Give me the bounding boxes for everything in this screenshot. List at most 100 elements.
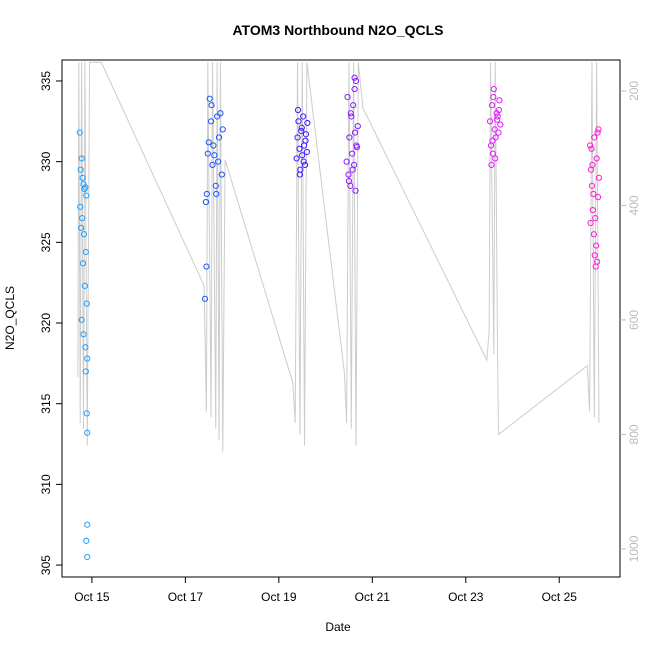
point — [203, 190, 210, 198]
point — [201, 295, 209, 302]
point — [302, 137, 309, 144]
point — [495, 106, 503, 114]
point — [207, 118, 215, 125]
y2-tick-label: 600 — [627, 310, 641, 330]
point — [351, 129, 359, 136]
plot-area — [76, 61, 603, 561]
point — [208, 102, 215, 109]
y2-tick-label: 800 — [627, 424, 641, 444]
point — [215, 134, 223, 141]
point — [214, 158, 222, 165]
point — [211, 152, 218, 159]
point — [294, 106, 302, 114]
point — [84, 521, 91, 528]
point — [350, 102, 357, 109]
point — [84, 553, 91, 561]
x-tick-label: Oct 25 — [542, 590, 578, 604]
point — [83, 537, 90, 544]
point — [81, 282, 88, 290]
point — [588, 145, 595, 152]
x-tick-label: Oct 21 — [355, 590, 391, 604]
point — [343, 158, 350, 165]
point — [345, 171, 352, 178]
point — [77, 203, 84, 210]
point — [78, 155, 85, 162]
point — [353, 142, 360, 149]
point — [300, 158, 307, 165]
point — [219, 126, 226, 133]
point — [591, 252, 598, 259]
point — [589, 206, 596, 214]
point — [76, 129, 83, 136]
x-axis-label: Date — [325, 620, 351, 634]
point — [489, 137, 496, 144]
point — [491, 126, 498, 133]
point — [590, 231, 597, 238]
point — [595, 174, 603, 181]
point — [494, 113, 501, 120]
point — [352, 187, 359, 194]
point — [296, 171, 303, 178]
y-tick-label: 305 — [39, 555, 53, 575]
point — [351, 74, 358, 81]
point — [82, 368, 89, 375]
point — [591, 134, 598, 141]
x-tick-label: Oct 17 — [168, 590, 204, 604]
point — [302, 131, 310, 138]
point — [593, 155, 600, 162]
point — [495, 129, 502, 136]
point — [84, 355, 91, 362]
point — [586, 142, 594, 149]
point — [203, 263, 210, 270]
point — [590, 190, 597, 198]
point — [294, 134, 301, 141]
point — [212, 182, 219, 189]
y2-tick-label: 200 — [627, 81, 641, 101]
point — [345, 177, 353, 185]
point — [78, 224, 85, 231]
point — [78, 215, 86, 222]
point — [354, 123, 361, 130]
point — [295, 118, 302, 125]
x-tick-label: Oct 23 — [448, 590, 484, 604]
point — [301, 161, 309, 168]
point — [299, 152, 306, 159]
point — [349, 166, 356, 173]
point — [587, 219, 594, 227]
point — [205, 139, 212, 146]
point — [204, 150, 211, 157]
point — [594, 258, 601, 265]
point — [592, 215, 599, 222]
point — [80, 331, 87, 338]
point — [486, 118, 494, 125]
point — [488, 102, 496, 109]
point — [300, 113, 307, 120]
point — [348, 113, 355, 120]
point — [497, 121, 504, 128]
point — [298, 127, 305, 135]
point — [352, 77, 360, 85]
point — [79, 260, 87, 267]
point — [490, 94, 497, 101]
point — [594, 194, 602, 201]
point — [493, 116, 501, 123]
point — [492, 134, 499, 141]
point — [217, 110, 224, 117]
y-tick-label: 325 — [39, 232, 53, 252]
plot-frame — [61, 59, 621, 578]
point — [349, 150, 356, 157]
point — [344, 94, 351, 101]
point — [588, 182, 596, 189]
x-tick-label: Oct 15 — [74, 590, 110, 604]
y-tick-label: 330 — [39, 151, 53, 171]
x-tick-label: Oct 19 — [261, 590, 297, 604]
point — [210, 142, 217, 149]
point — [83, 300, 90, 307]
point — [214, 113, 221, 120]
point — [218, 171, 225, 178]
point — [496, 97, 503, 104]
point — [84, 429, 91, 436]
